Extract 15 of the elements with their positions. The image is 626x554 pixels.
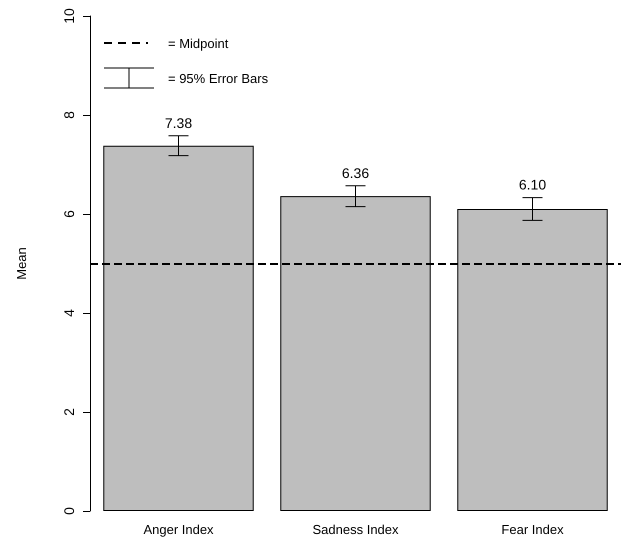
data-label: 6.10 xyxy=(518,176,546,193)
y-axis-title: Mean xyxy=(14,247,29,280)
data-label: 6.36 xyxy=(342,164,370,181)
y-tick-label: 2 xyxy=(61,408,77,416)
legend-label: = Midpoint xyxy=(168,36,228,50)
y-tick-label: 6 xyxy=(61,210,77,218)
x-tick-label: Sadness Index xyxy=(312,522,399,537)
data-label: 7.38 xyxy=(164,114,192,131)
y-tick-label: 10 xyxy=(61,8,77,24)
y-tick-label: 0 xyxy=(61,506,77,515)
x-tick-label: Fear Index xyxy=(501,522,564,537)
y-tick-label: 4 xyxy=(61,308,77,317)
y-tick-label: 8 xyxy=(61,110,77,119)
annotation: = 95% Error Bars xyxy=(168,70,268,86)
x-tick-label: Anger Index xyxy=(143,522,214,537)
